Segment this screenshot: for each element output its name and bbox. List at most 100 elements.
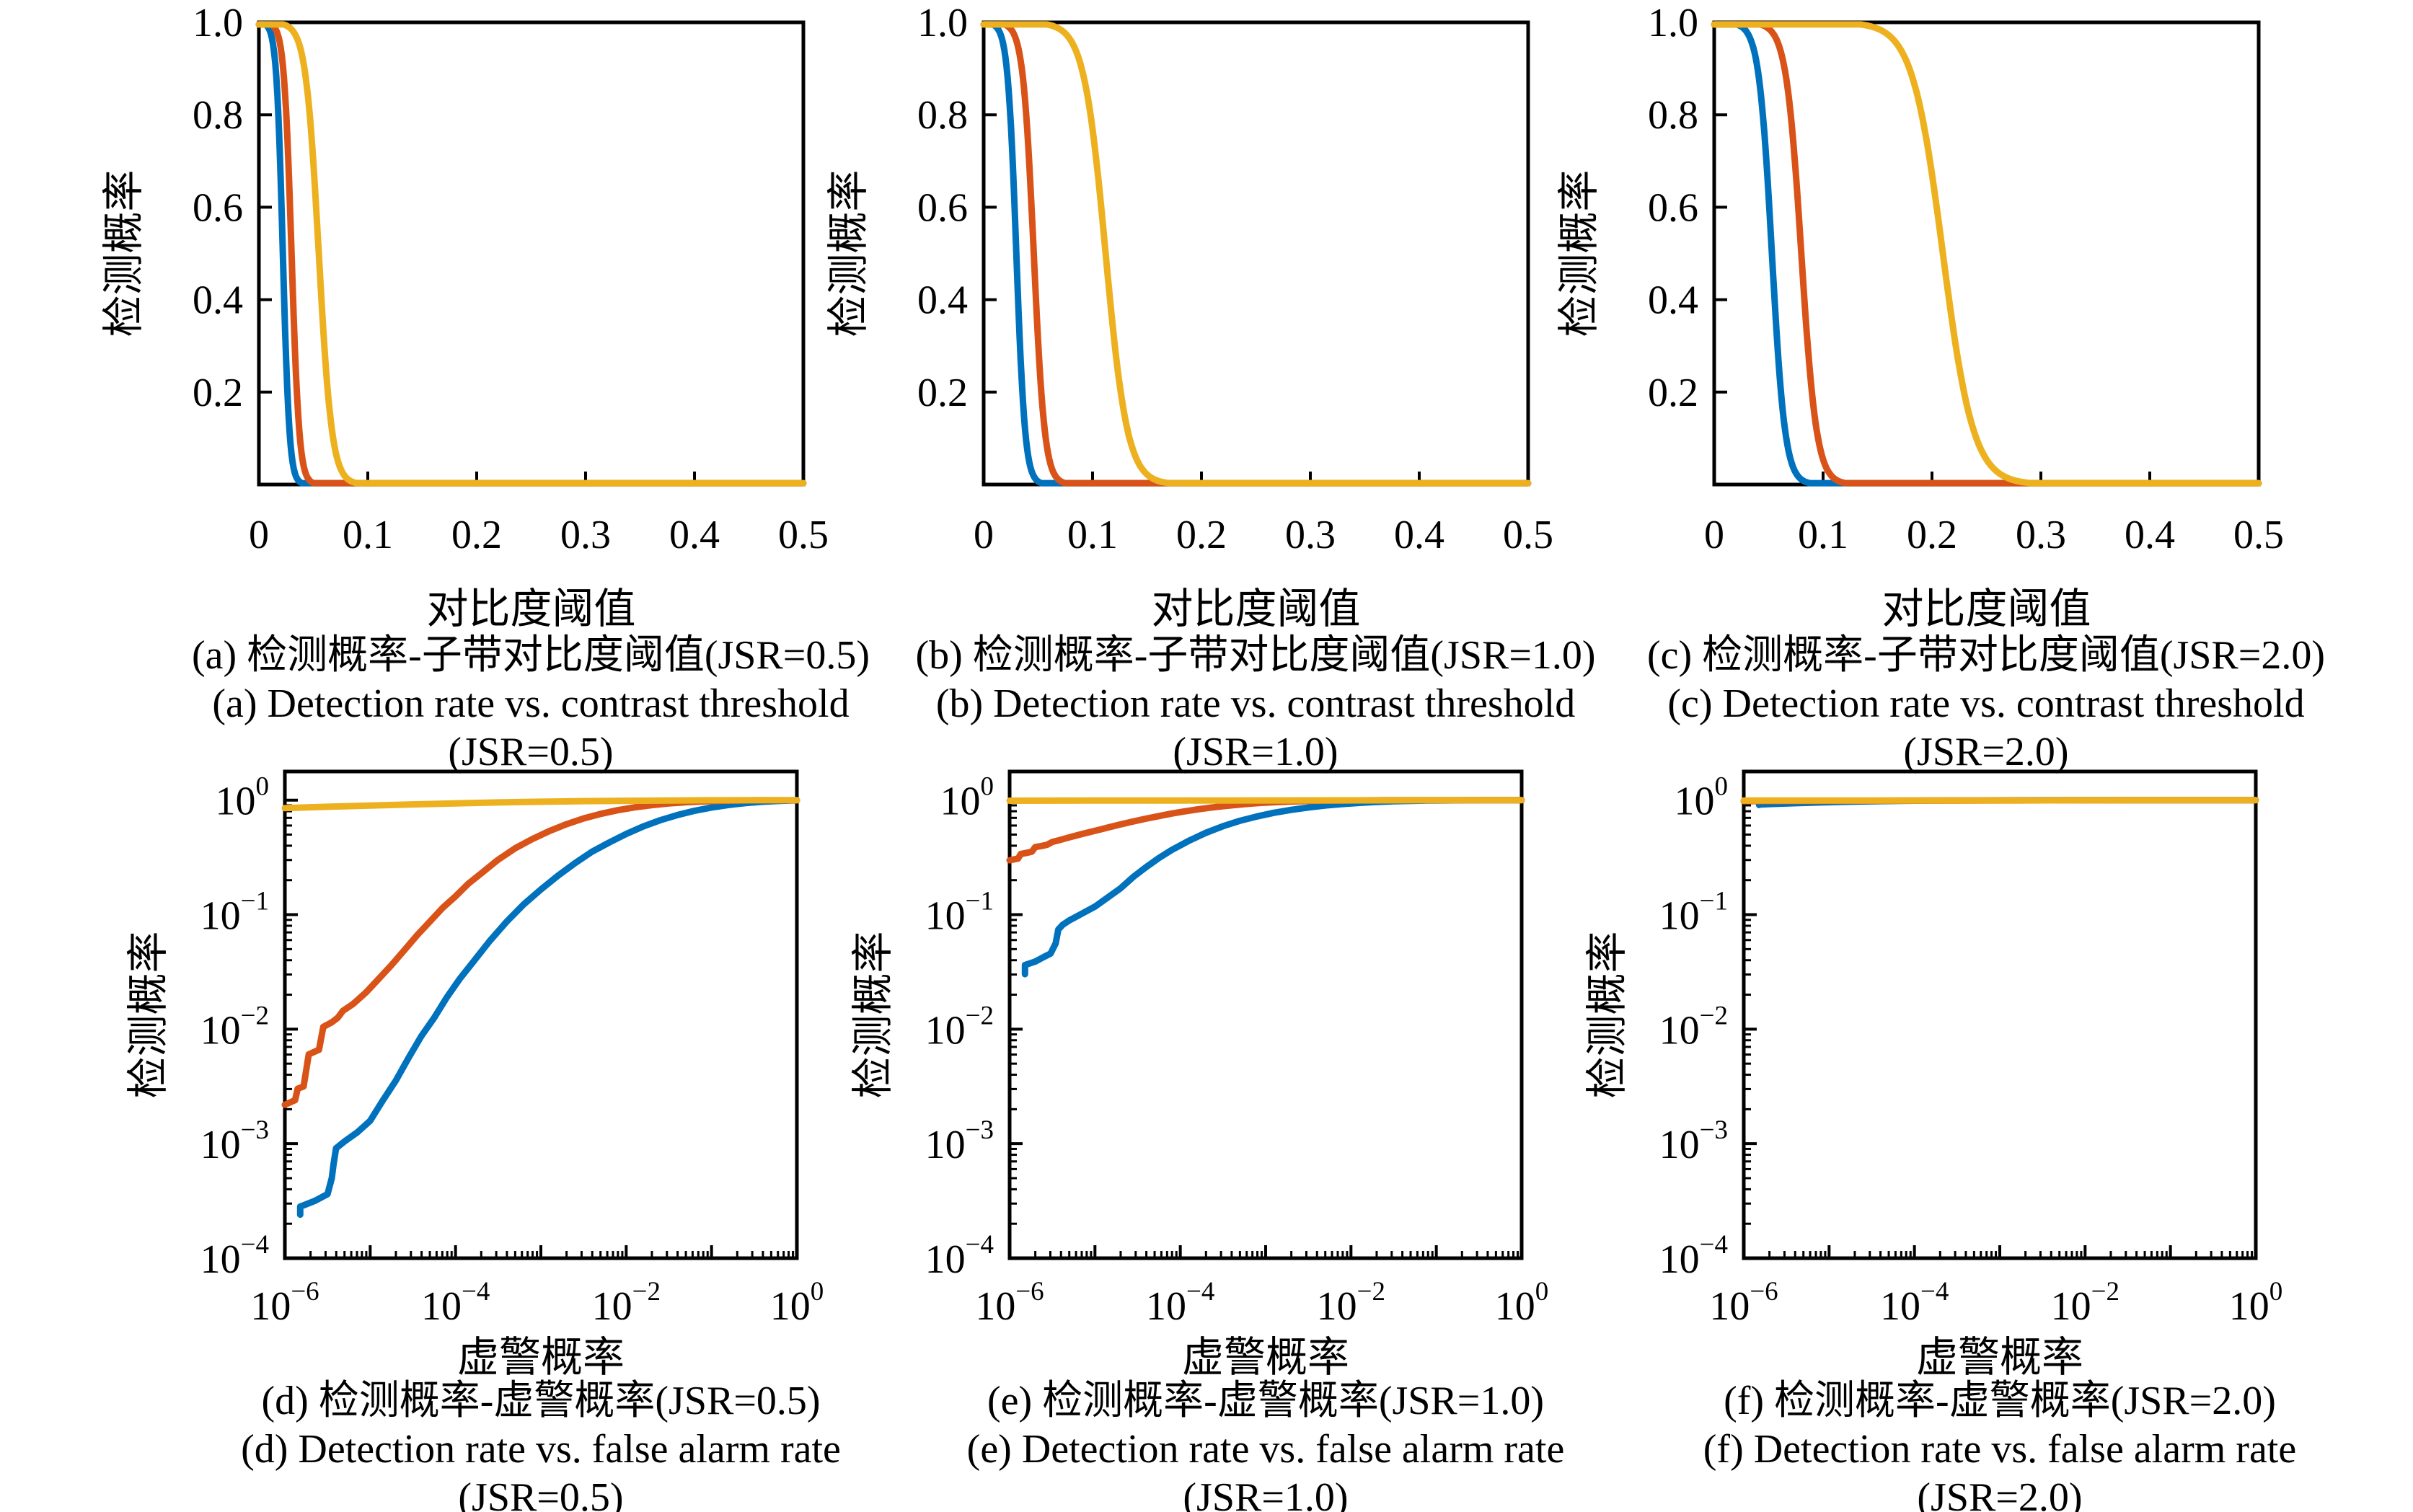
y-tick-label: 10−4 bbox=[200, 1230, 269, 1282]
y-tick-label: 0.2 bbox=[917, 371, 968, 415]
y-tick-label: 10−2 bbox=[1659, 1001, 1728, 1053]
x-tick-label: 10−2 bbox=[592, 1277, 661, 1329]
y-tick-label: 0.4 bbox=[917, 278, 968, 323]
caption-c-jsr: (JSR=2.0) bbox=[1903, 730, 2069, 774]
curve-yellow bbox=[1711, 21, 2262, 487]
caption-e-en: (e) Detection rate vs. false alarm rate bbox=[966, 1427, 1565, 1472]
y-tick-label: 1.0 bbox=[1648, 1, 1698, 45]
y-axis-label: 检测概率 bbox=[1584, 931, 1631, 1098]
y-tick-label: 100 bbox=[940, 772, 994, 824]
y-tick-label: 0.2 bbox=[1648, 371, 1698, 415]
caption-c-zh: (c) 检测概率-子带对比度阈值(JSR=2.0) bbox=[1647, 633, 2325, 678]
caption-d-jsr: (JSR=0.5) bbox=[458, 1475, 624, 1512]
caption-panel-b: (b) 检测概率-子带对比度阈值(JSR=1.0) (b) Detection … bbox=[837, 633, 1674, 778]
x-axis-label: 对比度阈值 bbox=[426, 585, 635, 632]
x-tick-label: 0.2 bbox=[1176, 513, 1227, 557]
caption-b-jsr: (JSR=1.0) bbox=[1173, 730, 1338, 774]
caption-b-en: (b) Detection rate vs. contrast threshol… bbox=[935, 681, 1576, 726]
axes-box-f bbox=[1742, 769, 2258, 1260]
curve-yellow bbox=[281, 797, 800, 812]
y-tick-label: 0.6 bbox=[193, 185, 243, 230]
x-tick-label: 0.3 bbox=[2016, 513, 2066, 557]
caption-d-en: (d) Detection rate vs. false alarm rate bbox=[241, 1427, 841, 1472]
y-tick-label: 10−1 bbox=[200, 887, 269, 939]
x-tick-label: 10−4 bbox=[421, 1277, 490, 1329]
caption-a-jsr: (JSR=0.5) bbox=[448, 730, 614, 774]
caption-b-zh: (b) 检测概率-子带对比度阈值(JSR=1.0) bbox=[915, 633, 1596, 678]
x-tick-label: 10−4 bbox=[1146, 1277, 1214, 1329]
caption-panel-f: (f) 检测概率-虚警概率(JSR=2.0) (f) Detection rat… bbox=[1582, 1379, 2413, 1512]
x-tick-label: 0 bbox=[1704, 513, 1724, 557]
curve-yellow bbox=[255, 21, 807, 487]
axes-box-c bbox=[1712, 20, 2261, 487]
curve-orange bbox=[980, 21, 1532, 487]
x-tick-label: 0.1 bbox=[1798, 513, 1848, 557]
x-tick-label: 10−4 bbox=[1880, 1277, 1949, 1329]
x-tick-label: 0.4 bbox=[1394, 513, 1444, 557]
caption-f-zh: (f) 检测概率-虚警概率(JSR=2.0) bbox=[1724, 1379, 2276, 1423]
axes-box-d bbox=[283, 769, 799, 1260]
caption-panel-c: (c) 检测概率-子带对比度阈值(JSR=2.0) (c) Detection … bbox=[1568, 633, 2404, 778]
y-tick-label: 0.4 bbox=[193, 278, 243, 323]
curve-blue bbox=[296, 797, 800, 1219]
curve-yellow bbox=[980, 21, 1532, 487]
plot-a: 0.2 0.4 0.6 0.8 1.0 0 0.1 0.2 0.3 0.4 0.5 对比度阈值 检测概率 bbox=[100, 1, 829, 632]
y-axis-label: 检测概率 bbox=[850, 931, 896, 1098]
x-tick-label: 0.2 bbox=[451, 513, 502, 557]
caption-f-jsr: (JSR=2.0) bbox=[1917, 1475, 2083, 1512]
y-tick-label: 100 bbox=[216, 772, 270, 824]
y-tick-label: 10−3 bbox=[925, 1115, 994, 1167]
y-tick-label: 10−2 bbox=[200, 1001, 269, 1053]
y-axis-label: 检测概率 bbox=[1556, 169, 1602, 337]
x-tick-label: 0.5 bbox=[1503, 513, 1553, 557]
x-tick-label: 100 bbox=[2229, 1277, 2283, 1329]
caption-panel-d: (d) 检测概率-虚警概率(JSR=0.5) (d) Detection rat… bbox=[123, 1379, 959, 1512]
caption-d-zh: (d) 检测概率-虚警概率(JSR=0.5) bbox=[261, 1379, 821, 1423]
caption-a-zh: (a) 检测概率-子带对比度阈值(JSR=0.5) bbox=[192, 633, 870, 678]
y-axis-label: 检测概率 bbox=[125, 931, 172, 1098]
y-tick-label: 10−1 bbox=[925, 887, 994, 939]
x-tick-label: 0.5 bbox=[2233, 513, 2284, 557]
y-tick-label: 0.8 bbox=[1648, 93, 1698, 138]
x-tick-label: 0 bbox=[974, 513, 994, 557]
curve-yellow bbox=[1740, 797, 2259, 804]
x-tick-label: 10−6 bbox=[1709, 1277, 1778, 1329]
x-tick-label: 0 bbox=[249, 513, 269, 557]
y-tick-label: 0.6 bbox=[917, 185, 968, 230]
caption-panel-e: (e) 检测概率-虚警概率(JSR=1.0) (e) Detection rat… bbox=[847, 1379, 1684, 1512]
axes-box-a bbox=[257, 20, 806, 487]
x-tick-label: 0.2 bbox=[1907, 513, 1957, 557]
y-tick-label: 0.2 bbox=[193, 371, 243, 415]
curve-blue bbox=[1711, 21, 2262, 487]
y-tick-label: 0.4 bbox=[1648, 278, 1698, 323]
y-tick-label: 100 bbox=[1675, 772, 1729, 824]
y-tick-label: 10−1 bbox=[1659, 887, 1728, 939]
y-tick-label: 0.8 bbox=[917, 93, 968, 138]
x-tick-label: 0.4 bbox=[2125, 513, 2175, 557]
x-tick-label: 100 bbox=[770, 1277, 824, 1329]
curve-orange bbox=[1711, 21, 2262, 487]
caption-c-en: (c) Detection rate vs. contrast threshol… bbox=[1667, 681, 2305, 726]
x-tick-label: 0.5 bbox=[778, 513, 829, 557]
x-tick-label: 0.3 bbox=[560, 513, 611, 557]
x-tick-label: 100 bbox=[1495, 1277, 1549, 1329]
x-axis-label: 对比度阈值 bbox=[1882, 585, 2091, 632]
y-axis-label: 检测概率 bbox=[100, 169, 147, 337]
x-tick-label: 10−2 bbox=[1317, 1277, 1385, 1329]
x-axis-label: 虚警概率 bbox=[457, 1334, 625, 1381]
curve-orange bbox=[1006, 797, 1525, 864]
y-tick-label: 10−2 bbox=[925, 1001, 994, 1053]
curve-orange bbox=[255, 21, 807, 487]
y-axis-label: 检测概率 bbox=[825, 169, 872, 337]
y-tick-label: 1.0 bbox=[193, 1, 243, 45]
y-tick-label: 10−3 bbox=[200, 1115, 269, 1167]
caption-f-en: (f) Detection rate vs. false alarm rate bbox=[1703, 1427, 2297, 1472]
caption-a-en: (a) Detection rate vs. contrast threshol… bbox=[212, 681, 850, 726]
curve-blue bbox=[255, 21, 807, 487]
axes-box-b bbox=[981, 20, 1530, 487]
x-tick-label: 0.3 bbox=[1285, 513, 1336, 557]
